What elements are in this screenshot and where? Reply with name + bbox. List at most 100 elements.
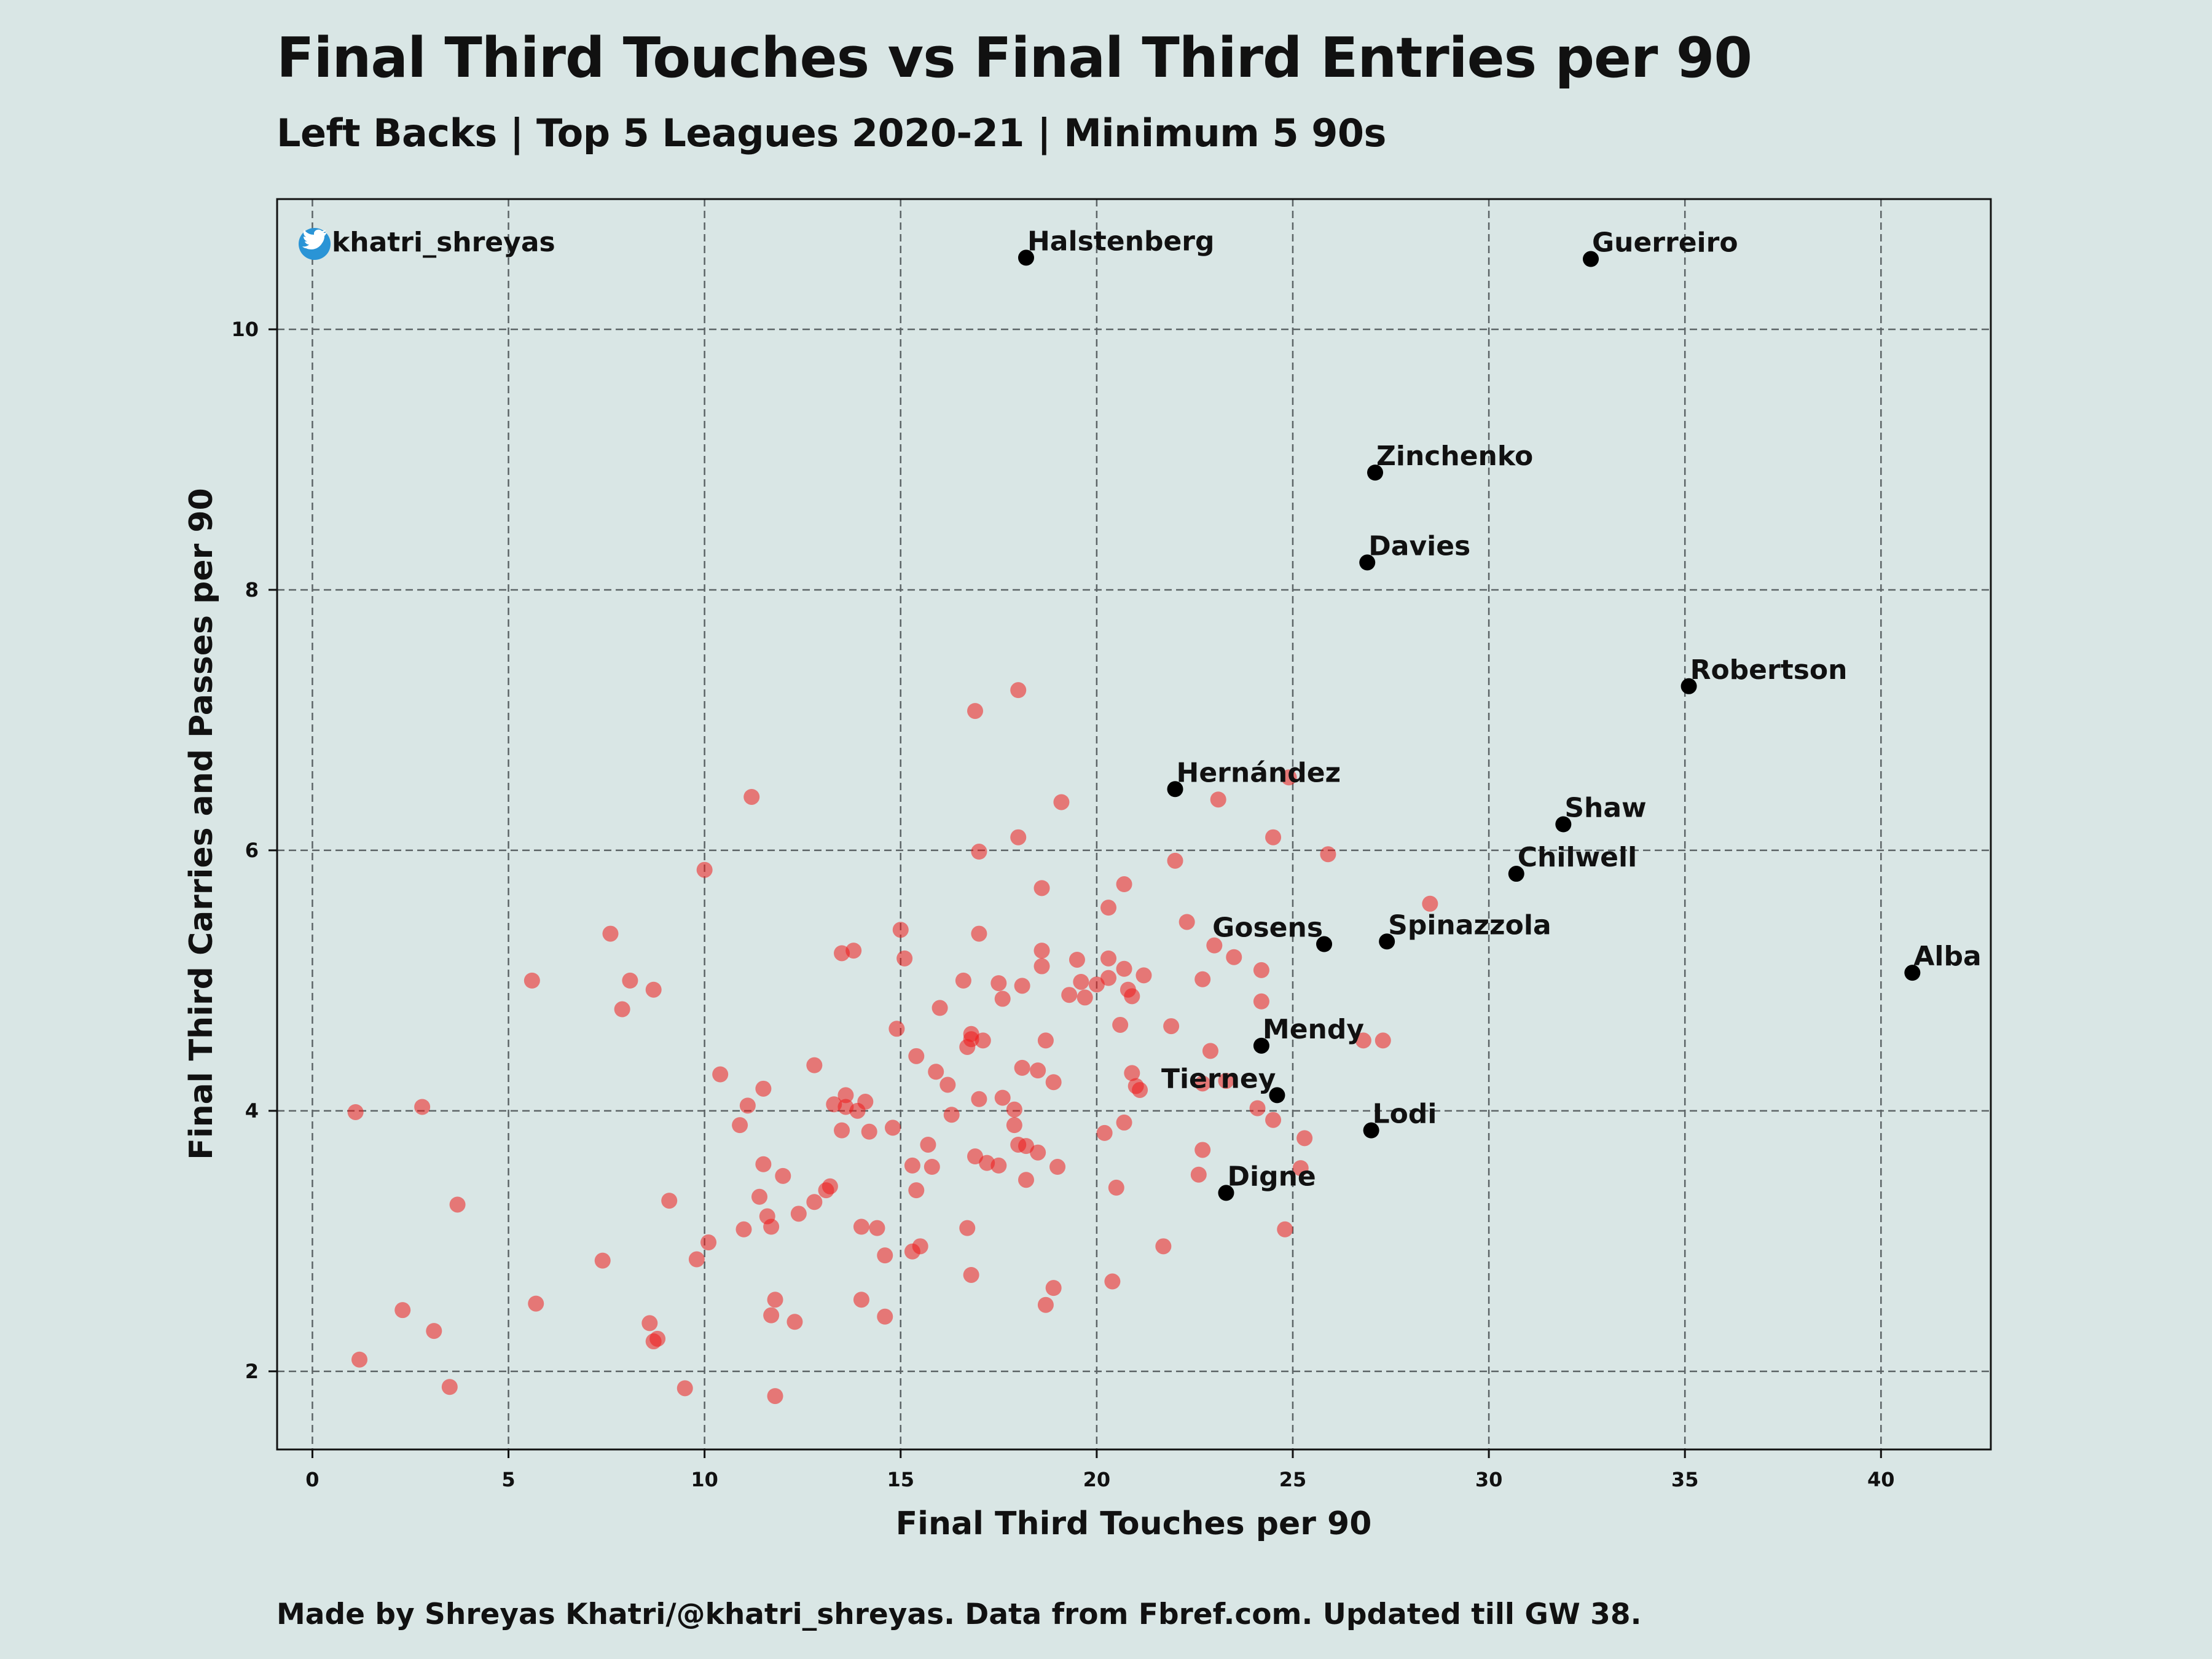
point-label: Digne <box>1227 1161 1316 1192</box>
scatter-point <box>1422 895 1438 912</box>
y-tick-label: 6 <box>245 839 259 862</box>
scatter-point <box>1249 1100 1266 1116</box>
scatter-point <box>755 1156 772 1172</box>
scatter-point <box>1155 1238 1172 1255</box>
plot-frame <box>276 198 1992 1451</box>
scatter-point <box>1018 1138 1034 1155</box>
scatter-point <box>971 925 987 942</box>
scatter-point <box>908 1048 925 1064</box>
scatter-point <box>1088 976 1105 993</box>
point-label: Alba <box>1913 941 1981 972</box>
y-tick-label: 4 <box>245 1099 259 1123</box>
scatter-point <box>1033 958 1050 975</box>
scatter-point <box>1030 1062 1046 1079</box>
scatter-point <box>853 1218 869 1235</box>
scatter-point <box>1116 876 1132 893</box>
scatter-point <box>688 1251 705 1268</box>
point-label: Shaw <box>1564 793 1646 824</box>
scatter-point <box>677 1380 693 1397</box>
highlighted-point <box>1018 249 1034 266</box>
highlighted-point <box>1583 251 1599 267</box>
scatter-point <box>869 1220 885 1236</box>
scatter-point <box>1132 1081 1148 1098</box>
x-tick-label: 35 <box>1671 1468 1699 1491</box>
scatter-point <box>1320 846 1336 863</box>
scatter-point <box>837 1087 854 1104</box>
scatter-point <box>394 1302 411 1319</box>
point-label: Tierney <box>1161 1063 1276 1094</box>
point-label: Davies <box>1368 530 1470 562</box>
highlighted-point <box>1253 1037 1269 1054</box>
scatter-point <box>1014 978 1030 994</box>
scatter-point <box>806 1194 823 1210</box>
y-tick-label: 10 <box>231 318 259 341</box>
twitter-bird-icon <box>299 228 331 260</box>
point-label: Zinchenko <box>1376 441 1533 472</box>
highlighted-point <box>1167 781 1183 798</box>
scatter-point <box>857 1094 874 1110</box>
scatter-point <box>990 975 1007 992</box>
scatter-point <box>1010 682 1027 699</box>
scatter-point <box>1375 1032 1391 1049</box>
scatter-point <box>1096 1124 1113 1141</box>
scatter-point <box>1281 769 1297 786</box>
scatter-point <box>1049 1159 1066 1175</box>
scatter-point <box>1218 1073 1234 1089</box>
twitter-handle: khatri_shreyas <box>332 227 555 258</box>
scatter-point <box>790 1206 807 1222</box>
scatter-point <box>767 1388 783 1405</box>
scatter-point <box>853 1292 869 1308</box>
scatter-point <box>1037 1296 1054 1313</box>
scatter-point <box>441 1379 458 1395</box>
scatter-point <box>920 1136 936 1153</box>
scatter-point <box>845 943 862 959</box>
scatter-point <box>908 1182 925 1199</box>
scatter-point <box>806 1057 823 1073</box>
x-tick-label: 20 <box>1083 1468 1111 1491</box>
point-label: Robertson <box>1690 654 1848 686</box>
scatter-point <box>971 844 987 860</box>
highlighted-point <box>1508 866 1524 882</box>
scatter-point <box>351 1351 368 1368</box>
scatter-point <box>1210 791 1226 808</box>
x-tick-label: 40 <box>1867 1468 1895 1491</box>
scatter-point <box>959 1220 976 1236</box>
highlighted-point <box>1218 1185 1234 1201</box>
scatter-point <box>1167 852 1183 869</box>
others-points <box>347 682 1438 1405</box>
scatter-point <box>1030 1144 1046 1161</box>
y-axis-label: Final Third Carries and Passes per 90 <box>183 488 220 1159</box>
scatter-point <box>1108 1179 1124 1196</box>
scatter-point <box>971 1091 987 1107</box>
scatter-point <box>524 972 540 989</box>
scatter-point <box>1018 1172 1034 1188</box>
scatter-point <box>1194 971 1211 987</box>
scatter-point <box>1053 794 1070 810</box>
scatter-point <box>904 1157 920 1174</box>
x-tick-label: 30 <box>1475 1468 1503 1491</box>
highlighted-point <box>1555 816 1572 833</box>
scatter-point <box>975 1032 991 1049</box>
x-tick-label: 25 <box>1279 1468 1307 1491</box>
point-label: Lodi <box>1373 1099 1437 1130</box>
scatter-point <box>967 703 984 720</box>
scatter-point <box>755 1080 772 1097</box>
scatter-point <box>743 788 760 805</box>
scatter-point <box>1045 1074 1062 1091</box>
scatter-point <box>735 1221 752 1237</box>
scatter-point <box>931 1000 948 1016</box>
scatter-point <box>449 1196 466 1213</box>
scatter-point <box>943 1107 960 1123</box>
scatter-point <box>1010 829 1027 845</box>
scatter-point <box>994 990 1011 1007</box>
scatter-point <box>1277 1221 1293 1237</box>
x-tick-label: 0 <box>305 1468 319 1491</box>
highlighted-point <box>1379 933 1395 950</box>
scatter-point <box>645 981 662 998</box>
highlighted-point <box>1363 1122 1379 1139</box>
watermark: khatri_shreyas <box>299 227 555 260</box>
scatter-point <box>1253 993 1269 1010</box>
scatter-point <box>739 1097 756 1114</box>
highlighted-point <box>1269 1087 1285 1104</box>
